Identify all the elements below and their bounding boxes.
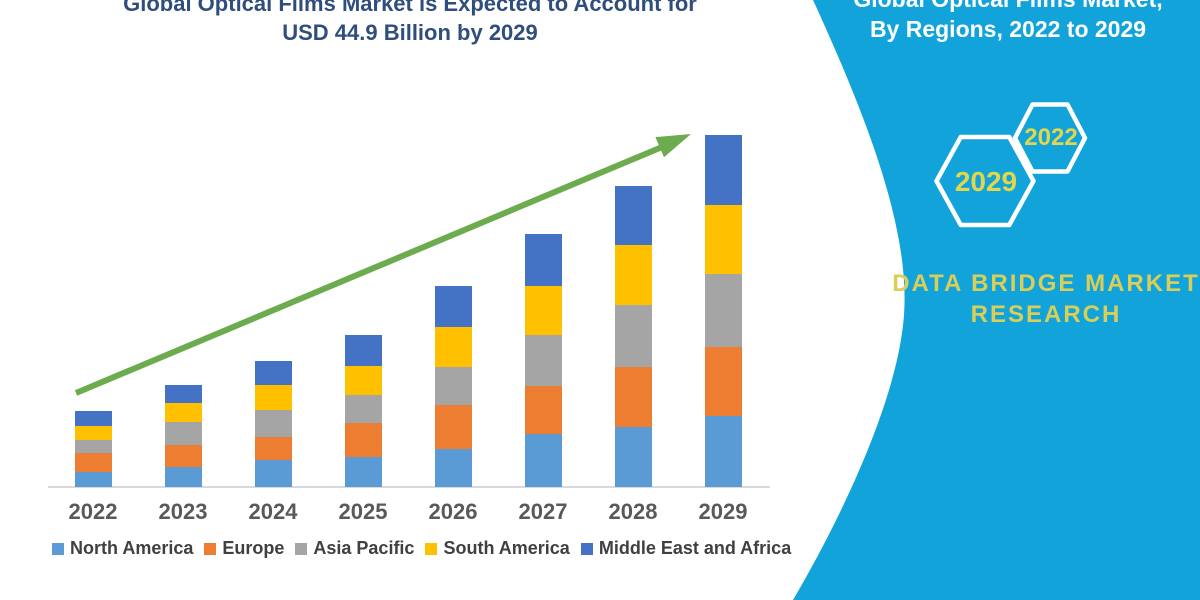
bar-segment-2026-middle-east-and-africa — [434, 286, 472, 327]
legend-swatch-icon — [52, 542, 64, 555]
bar-segment-2025-south-america — [344, 366, 382, 396]
bar-segment-2029-middle-east-and-africa — [704, 134, 742, 206]
x-axis-line — [48, 486, 770, 488]
legend-item-north-america: North America — [52, 538, 193, 559]
x-axis-label-2028: 2028 — [608, 499, 658, 524]
bar-segment-2024-asia-pacific — [254, 410, 292, 437]
legend-item-europe: Europe — [204, 538, 284, 559]
bar-segment-2024-middle-east-and-africa — [254, 360, 292, 385]
bar-segment-2022-north-america — [74, 472, 112, 487]
legend-item-south-america: South America — [425, 538, 570, 559]
legend-swatch-icon — [295, 542, 308, 555]
x-axis-label-2025: 2025 — [338, 499, 388, 524]
legend-label: Asia Pacific — [313, 538, 415, 558]
legend-label: Middle East and Africa — [598, 538, 792, 558]
bar-segment-2025-middle-east-and-africa — [344, 335, 382, 367]
bar-segment-2025-north-america — [344, 457, 382, 487]
x-axis-label-2022: 2022 — [68, 499, 118, 524]
bar-segment-2029-south-america — [704, 205, 742, 275]
hexagon-2022-icon: 2022 — [1012, 102, 1088, 174]
x-axis-label-2027: 2027 — [518, 499, 568, 524]
chart-title-line2: USD 44.9 Billion by 2029 — [282, 20, 538, 45]
bar-segment-2024-south-america — [254, 384, 292, 411]
hexagon-2022-label: 2022 — [1024, 124, 1077, 151]
plot-area: 2022 2023 2024 2025 2026 2027 2028 2029 — [48, 134, 770, 524]
brand-line2: RESEARCH — [970, 301, 1122, 328]
bar-segment-2025-europe — [344, 422, 382, 458]
bar-segment-2028-asia-pacific — [614, 304, 652, 367]
bar-segment-2023-north-america — [164, 466, 202, 487]
bar-segment-2028-middle-east-and-africa — [614, 186, 652, 246]
bar-segment-2027-europe — [524, 385, 562, 435]
bar-segment-2023-asia-pacific — [164, 421, 202, 446]
bar-segment-2022-south-america — [74, 425, 112, 440]
legend-swatch-icon — [204, 542, 217, 555]
x-axis-label-2024: 2024 — [248, 499, 298, 524]
x-axis-label-2023: 2023 — [158, 499, 208, 524]
bar-segment-2027-asia-pacific — [524, 335, 562, 386]
bar-segment-2029-asia-pacific — [704, 274, 742, 348]
legend-item-asia-pacific: Asia Pacific — [295, 538, 414, 559]
side-panel-curve — [793, 0, 1200, 600]
brand-name: DATA BRIDGE MARKET RESEARCH — [890, 268, 1200, 330]
legend-label: North America — [70, 538, 194, 558]
x-axis-label-2029: 2029 — [698, 499, 748, 524]
bar-segment-2023-middle-east-and-africa — [164, 384, 202, 403]
legend-item-middle-east-and-africa: Middle East and Africa — [580, 538, 792, 559]
bar-segment-2029-europe — [704, 347, 742, 416]
hexagon-badges: 2022 2029 — [934, 102, 1088, 228]
legend-swatch-icon — [425, 542, 438, 555]
hexagon-2029-label: 2029 — [955, 166, 1017, 197]
bar-segment-2023-europe — [164, 445, 202, 467]
bar-segment-2027-south-america — [524, 286, 562, 336]
bar-segment-2028-europe — [614, 366, 652, 427]
bar-segment-2026-europe — [434, 405, 472, 449]
legend-swatch-icon — [580, 542, 593, 555]
bar-segment-2024-north-america — [254, 460, 292, 487]
legend-label: South America — [443, 538, 570, 558]
bar-segment-2022-asia-pacific — [74, 439, 112, 454]
bar-segment-2025-asia-pacific — [344, 395, 382, 423]
side-panel-heading-line1: Global Optical Films Market, — [822, 0, 1194, 14]
hexagon-2029-icon: 2029 — [934, 134, 1036, 228]
bar-segment-2027-middle-east-and-africa — [524, 234, 562, 287]
legend: North America Europe Asia Pacific South Ame… — [52, 538, 792, 559]
x-axis-label-2026: 2026 — [428, 499, 478, 524]
bar-segment-2022-europe — [74, 453, 112, 473]
bar-segment-2026-asia-pacific — [434, 366, 472, 406]
bar-segment-2026-north-america — [434, 448, 472, 487]
bar-segment-2029-north-america — [704, 415, 742, 487]
bar-segment-2022-middle-east-and-africa — [74, 410, 112, 426]
bar-segment-2028-south-america — [614, 245, 652, 305]
side-panel-heading-line2: By Regions, 2022 to 2029 — [869, 16, 1147, 42]
chart-title-line1: Global Optical Films Market is Expected … — [123, 0, 697, 16]
bar-segment-2028-north-america — [614, 426, 652, 487]
bar-segment-2024-europe — [254, 436, 292, 461]
brand-line1: DATA BRIDGE MARKET — [892, 270, 1200, 297]
bar-segment-2023-south-america — [164, 403, 202, 422]
legend-label: Europe — [222, 538, 285, 558]
chart-title: Global Optical Films Market is Expected … — [0, 0, 820, 47]
bar-segment-2027-north-america — [524, 434, 562, 487]
bar-segment-2026-south-america — [434, 326, 472, 367]
side-panel-heading: Global Optical Films Market, By Regions,… — [822, 0, 1194, 44]
